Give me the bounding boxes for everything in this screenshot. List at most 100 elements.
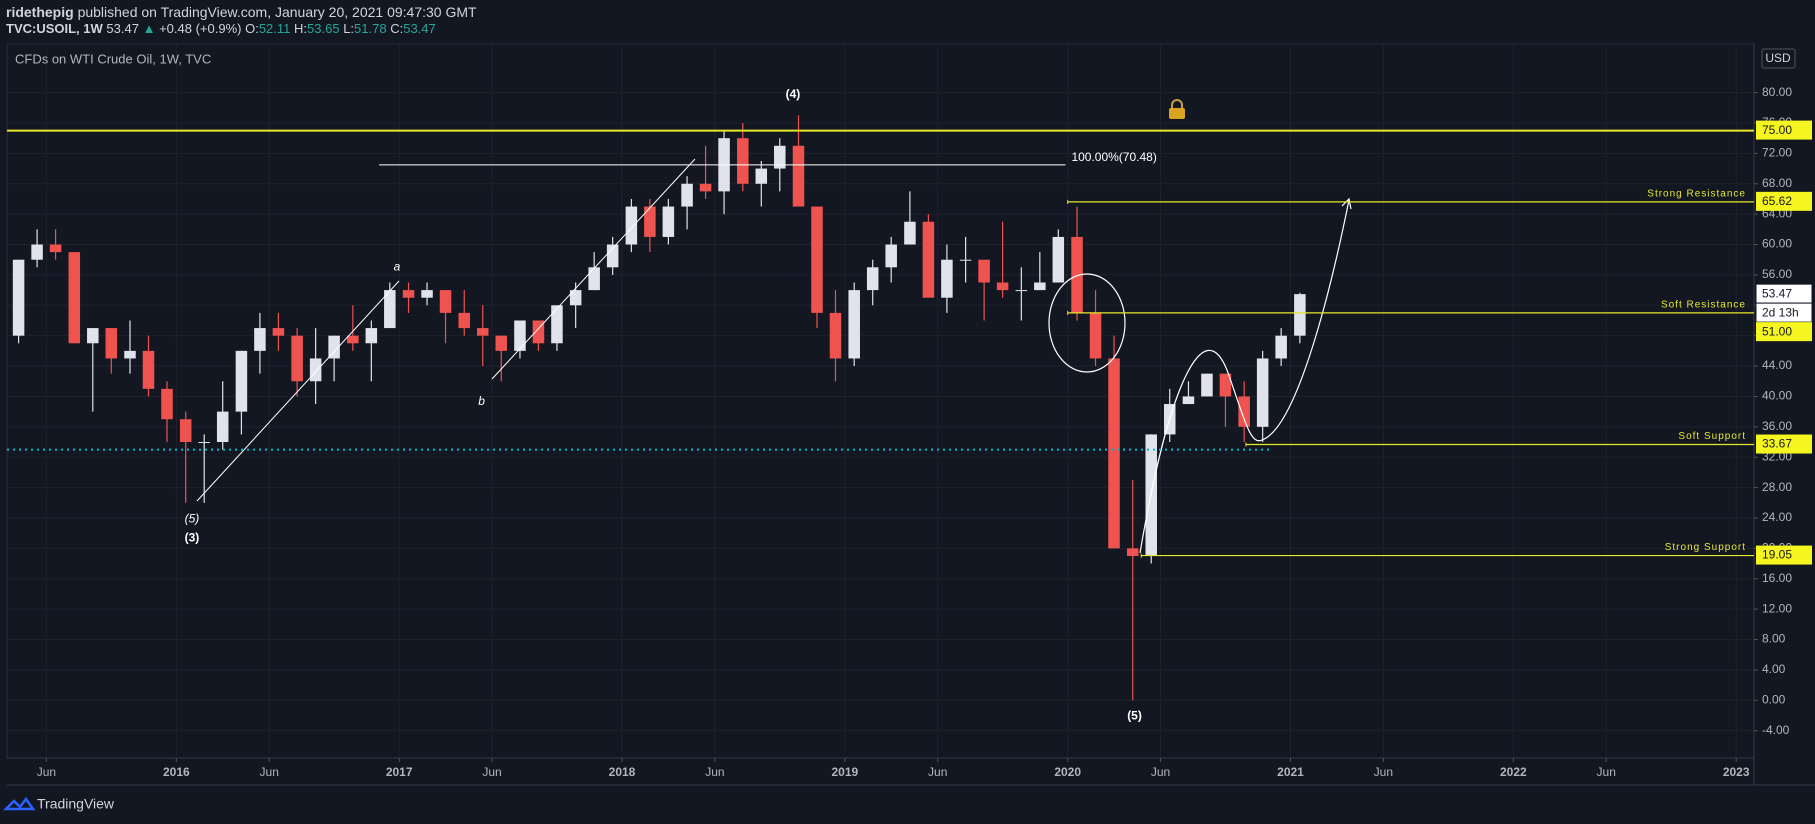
candle-body (606, 244, 619, 268)
candle-body (1182, 396, 1195, 405)
wave-label: (3) (185, 531, 200, 545)
candle-body (476, 328, 489, 336)
candle-body (365, 328, 378, 344)
x-tick-label: Jun (482, 765, 501, 779)
last: 53.47 (106, 21, 139, 36)
candle-body (198, 442, 210, 444)
candle-body (328, 335, 340, 359)
x-tick-label: 2023 (1723, 765, 1750, 779)
candle-body (699, 183, 712, 192)
level-badge (1756, 191, 1812, 211)
candle-body (1275, 335, 1287, 359)
candle-body (49, 244, 62, 253)
y-tick-label: 16.00 (1762, 571, 1792, 585)
ohlc-key: O: (245, 21, 259, 36)
x-tick-label: 2022 (1500, 765, 1527, 779)
candle-body (532, 320, 545, 344)
candle-body (755, 168, 768, 184)
candle-body (124, 350, 136, 359)
candle-body (1238, 396, 1250, 427)
x-tick-label: Jun (37, 765, 56, 779)
candle-body (681, 183, 693, 207)
candle-body (216, 411, 229, 443)
candle-body (254, 328, 266, 351)
candle-body (1219, 373, 1232, 397)
level-name: Soft Support (1678, 431, 1746, 442)
candle-body (514, 320, 526, 351)
symbol-line: TVC:USOIL, 1W 53.47 ▲ +0.48 (+0.9%) O:52… (6, 21, 436, 36)
candle-body (105, 328, 118, 359)
x-tick-label: 2018 (609, 765, 636, 779)
x-tick-label: 2020 (1054, 765, 1081, 779)
level-name: Soft Resistance (1661, 300, 1746, 311)
x-tick-label: 2019 (831, 765, 858, 779)
lock-icon (1169, 99, 1185, 119)
candle-body (12, 259, 25, 336)
candle-body (384, 290, 396, 329)
candle-body (1015, 290, 1028, 292)
ohlc-value: 53.65 (307, 21, 340, 36)
candle-body (421, 290, 433, 298)
candle-body (588, 267, 600, 291)
candle-body (495, 335, 507, 351)
candle-body (179, 419, 192, 443)
x-tick-label: Jun (1374, 765, 1393, 779)
candle-body (866, 267, 879, 291)
candle-body (644, 206, 656, 237)
candle-body (439, 290, 452, 313)
level-label: 51.00 (1762, 324, 1792, 338)
y-tick-label: 68.00 (1762, 176, 1792, 190)
y-tick-label: 72.00 (1762, 146, 1792, 160)
circle-marker (1048, 273, 1126, 373)
y-tick-label: 28.00 (1762, 480, 1792, 494)
candle-body (904, 221, 916, 245)
arrow-head (1341, 197, 1352, 210)
x-tick-label: 2021 (1277, 765, 1304, 779)
candle-body (829, 312, 842, 359)
x-tick-label: 2017 (386, 765, 413, 779)
candle-body (1034, 282, 1046, 291)
candle-body (347, 335, 359, 344)
level-label: 33.67 (1762, 437, 1792, 451)
candle-body (1256, 358, 1269, 427)
level-badge (1756, 434, 1812, 454)
candle-body (848, 290, 860, 359)
candle-body (1108, 358, 1120, 549)
candle-body (1126, 548, 1139, 556)
candle-body (569, 290, 582, 306)
x-tick-label: 2016 (163, 765, 190, 779)
y-tick-label: 56.00 (1762, 267, 1792, 281)
header-line: ridethepig published on TradingView.com,… (6, 4, 477, 20)
candle-body (272, 328, 285, 336)
y-tick-label: -4.00 (1762, 723, 1790, 737)
y-tick-label: 4.00 (1762, 662, 1786, 676)
footer-brand: TradingView (37, 796, 115, 812)
level-label: 65.62 (1762, 194, 1792, 208)
level-badge (1756, 322, 1812, 342)
x-tick-label: Jun (260, 765, 279, 779)
candle-body (87, 328, 99, 344)
marks (12, 115, 1306, 701)
candle-body (31, 244, 43, 260)
published: published on TradingView.com, January 20… (78, 4, 477, 20)
x-tick-label: Jun (928, 765, 947, 779)
candle-body (1089, 312, 1102, 359)
level-label: 75.00 (1762, 123, 1792, 137)
candle-body (1201, 373, 1213, 397)
wave-label: b (478, 394, 485, 408)
ohlc-value: 51.78 (354, 21, 387, 36)
candle-body (1071, 236, 1083, 313)
y-tick-label: 60.00 (1762, 237, 1792, 251)
last-price-label: 53.47 (1762, 286, 1792, 300)
candle-body (978, 259, 990, 283)
candle-body (458, 312, 471, 329)
change: +0.48 (+0.9%) (159, 21, 241, 36)
level-name: Strong Resistance (1647, 188, 1746, 199)
y-tick-label: 24.00 (1762, 510, 1792, 524)
candle-body (662, 206, 675, 237)
x-tick-label: Jun (1597, 765, 1616, 779)
candle-body (142, 350, 155, 389)
candle-body (885, 244, 897, 268)
